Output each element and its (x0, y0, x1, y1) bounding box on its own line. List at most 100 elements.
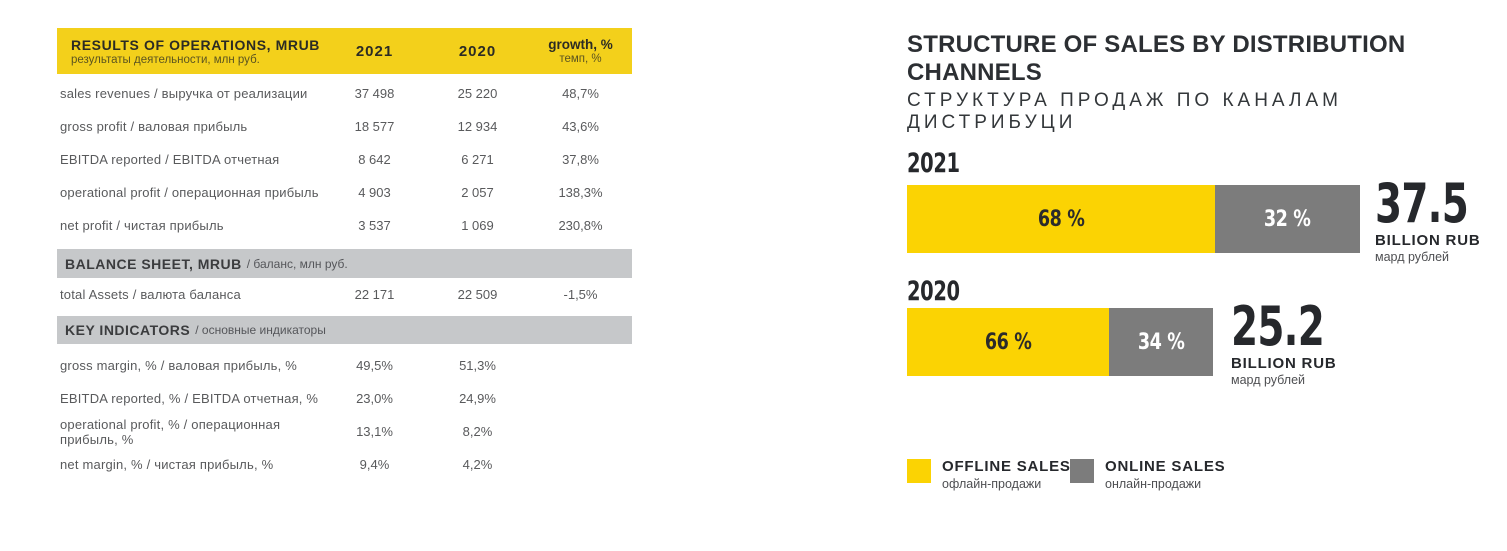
row-value-2020: 22 509 (457, 287, 498, 302)
table-row: net margin, % / чистая прибыль, % 9,4% 4… (57, 448, 632, 481)
section-subtitle: / баланс, млн руб. (246, 256, 348, 271)
offline-pct-label: 66 % (984, 329, 1032, 355)
column-header-2020-label: 2020 (458, 42, 497, 60)
chart-subtitle: СТРУКТУРА ПРОДАЖ ПО КАНАЛАМ ДИСТРИБУЦИ (907, 90, 1342, 133)
row-value-2020: 4,2% (462, 457, 493, 472)
row-value-growth: -1,5% (563, 287, 598, 302)
chart-title-block: STRUCTURE OF SALES BY DISTRIBUTION CHANN… (907, 31, 1507, 134)
table-subtitle: результаты деятельности, млн руб. (71, 53, 260, 66)
table-row: gross profit / валовая прибыль 18 577 12… (57, 110, 632, 143)
row-label: operational profit, % / операционная при… (60, 416, 281, 447)
row-value-growth: 37,8% (562, 152, 599, 167)
total-unit-ru-2021: мард рублей (1375, 250, 1450, 264)
bar-year-label-2021: 2021 (907, 148, 960, 179)
online-segment-2021: 32 % (1215, 185, 1360, 253)
row-value-growth: 138,3% (558, 185, 603, 200)
row-value-2020: 12 934 (457, 119, 498, 134)
total-value-2021: 37.5 (1375, 172, 1469, 235)
offline-pct-label: 68 % (1037, 206, 1085, 232)
offline-segment-2020: 66 % (907, 308, 1109, 376)
column-header-2021: 2021 (323, 43, 426, 60)
row-value-2021: 8 642 (358, 152, 391, 167)
section-header-balance-sheet: BALANCE SHEET, MRUB / баланс, млн руб. (57, 249, 632, 278)
section-header-key-indicators: KEY INDICATORS / основные индикаторы (57, 316, 632, 344)
row-value-2020: 25 220 (457, 86, 498, 101)
row-value-2021: 4 903 (358, 185, 391, 200)
online-segment-2020: 34 % (1108, 308, 1213, 376)
row-value-2020: 2 057 (461, 185, 494, 200)
row-label: gross margin, % / валовая прибыль, % (60, 358, 298, 373)
total-block-2021: 37.5 BILLION RUB мард рублей (1375, 172, 1504, 265)
row-value-2021: 9,4% (359, 457, 390, 472)
row-value-2020: 1 069 (461, 218, 494, 233)
section-title: BALANCE SHEET, MRUB (65, 255, 242, 272)
stacked-bar-2021: 68 % 32 % (907, 185, 1360, 253)
row-value-2021: 18 577 (354, 119, 395, 134)
column-header-growth-sublabel: темп, % (559, 53, 602, 65)
legend-sublabel-online: онлайн-продажи (1105, 477, 1202, 491)
legend-texts: ONLINE SALES онлайн-продажи (1105, 458, 1225, 491)
row-value-2021: 3 537 (358, 218, 391, 233)
table-row: EBITDA reported / EBITDA отчетная 8 642 … (57, 143, 632, 176)
total-unit-ru-2020: мард рублей (1231, 373, 1306, 387)
row-value-2021: 49,5% (356, 358, 393, 373)
results-of-operations-table: RESULTS OF OPERATIONS, MRUB результаты д… (57, 28, 632, 481)
legend-item-online: ONLINE SALES онлайн-продажи (1070, 458, 1225, 491)
row-label: sales revenues / выручка от реализации (60, 86, 308, 101)
table-header: RESULTS OF OPERATIONS, MRUB результаты д… (57, 28, 632, 74)
stacked-bar-2020: 66 % 34 % (907, 308, 1213, 376)
online-color-swatch (1070, 459, 1094, 483)
online-pct-label: 32 % (1264, 206, 1311, 232)
bar-year-label-2020: 2020 (907, 276, 960, 307)
column-header-2021-label: 2021 (355, 42, 394, 60)
total-unit-2020: BILLION RUB (1231, 355, 1337, 372)
column-header-growth: growth, % темп, % (529, 37, 632, 65)
row-value-2021: 37 498 (354, 86, 395, 101)
table-row: sales revenues / выручка от реализации 3… (57, 77, 632, 110)
total-value-2020: 25.2 (1231, 295, 1325, 358)
row-value-2021: 23,0% (356, 391, 393, 406)
row-label: total Assets / валюта баланса (60, 287, 241, 302)
row-value-2020: 6 271 (461, 152, 494, 167)
online-pct-label: 34 % (1137, 329, 1185, 355)
row-value-2021: 22 171 (354, 287, 395, 302)
section-subtitle: / основные индикаторы (195, 323, 326, 337)
row-value-growth: 48,7% (562, 86, 599, 101)
section-title: KEY INDICATORS (65, 322, 191, 338)
legend-item-offline: OFFLINE SALES офлайн-продажи (907, 458, 1071, 491)
balance-rows: total Assets / валюта баланса 22 171 22 … (57, 278, 632, 311)
table-row: total Assets / валюта баланса 22 171 22 … (57, 278, 632, 311)
table-title: RESULTS OF OPERATIONS, MRUB (71, 36, 321, 53)
offline-color-swatch (907, 459, 931, 483)
row-value-2020: 51,3% (459, 358, 496, 373)
legend-label-online: ONLINE SALES (1105, 458, 1226, 475)
row-value-2020: 24,9% (459, 391, 496, 406)
table-row: operational profit / операционная прибыл… (57, 176, 632, 209)
row-label: gross profit / валовая прибыль (60, 119, 248, 134)
row-value-2021: 13,1% (356, 424, 393, 439)
row-value-growth: 230,8% (558, 218, 603, 233)
row-value-2020: 8,2% (462, 424, 493, 439)
table-row: operational profit, % / операционная при… (57, 415, 632, 448)
legend-texts: OFFLINE SALES офлайн-продажи (942, 458, 1071, 491)
row-label: EBITDA reported, % / EBITDA отчетная, % (60, 391, 319, 406)
row-value-growth: 43,6% (562, 119, 599, 134)
column-header-growth-label: growth, % (548, 37, 613, 52)
row-label: net profit / чистая прибыль (60, 218, 224, 233)
legend-label-offline: OFFLINE SALES (942, 458, 1071, 475)
table-row: EBITDA reported, % / EBITDA отчетная, % … (57, 382, 632, 415)
legend-sublabel-offline: офлайн-продажи (942, 477, 1042, 491)
chart-title: STRUCTURE OF SALES BY DISTRIBUTION CHANN… (907, 31, 1406, 86)
row-label: EBITDA reported / EBITDA отчетная (60, 152, 280, 167)
indicator-rows: gross margin, % / валовая прибыль, % 49,… (57, 349, 632, 481)
table-row: net profit / чистая прибыль 3 537 1 069 … (57, 209, 632, 242)
table-row: gross margin, % / валовая прибыль, % 49,… (57, 349, 632, 382)
column-header-2020: 2020 (426, 43, 529, 60)
row-label: operational profit / операционная прибыл… (60, 185, 319, 200)
table-header-label: RESULTS OF OPERATIONS, MRUB результаты д… (57, 37, 323, 66)
offline-segment-2021: 68 % (907, 185, 1216, 253)
operations-rows: sales revenues / выручка от реализации 3… (57, 77, 632, 242)
total-block-2020: 25.2 BILLION RUB мард рублей (1231, 295, 1360, 388)
total-unit-2021: BILLION RUB (1375, 232, 1481, 249)
